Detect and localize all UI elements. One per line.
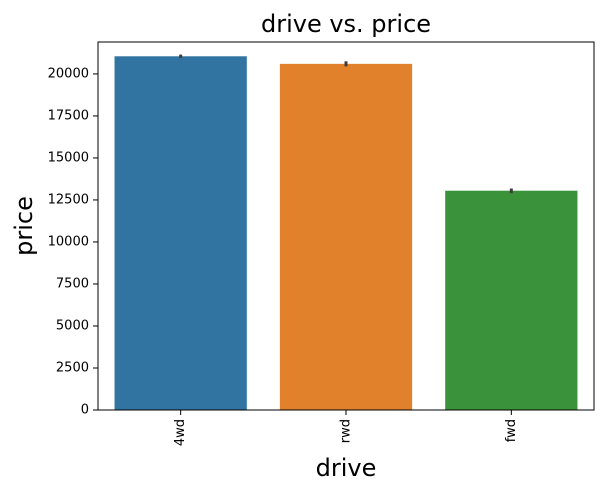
x-tick-label: fwd — [504, 419, 519, 442]
y-tick-label: 0 — [81, 403, 89, 418]
y-axis: 0 2500 5000 7500 10000 12500 15000 17500 20000 — [48, 66, 98, 418]
y-tick-label: 2500 — [56, 360, 89, 375]
y-axis-label: price — [10, 196, 38, 256]
x-axis: 4wd rwd fwd — [173, 410, 519, 446]
plot-area — [97, 41, 595, 411]
bar-fwd — [445, 190, 578, 410]
x-tick-label: 4wd — [173, 419, 188, 446]
y-tick-label: 5000 — [56, 318, 89, 333]
y-tick-label: 20000 — [48, 66, 89, 81]
y-tick-label: 10000 — [48, 234, 89, 249]
bar-4wd — [114, 56, 247, 410]
bar-rwd — [279, 63, 413, 410]
chart-title: drive vs. price — [261, 10, 431, 38]
x-tick-label: rwd — [339, 419, 354, 443]
y-tick-label: 15000 — [48, 150, 89, 165]
y-tick-label: 12500 — [48, 192, 89, 207]
y-tick-label: 7500 — [56, 276, 89, 291]
x-axis-label: drive — [316, 454, 377, 482]
y-tick-label: 17500 — [48, 108, 89, 123]
